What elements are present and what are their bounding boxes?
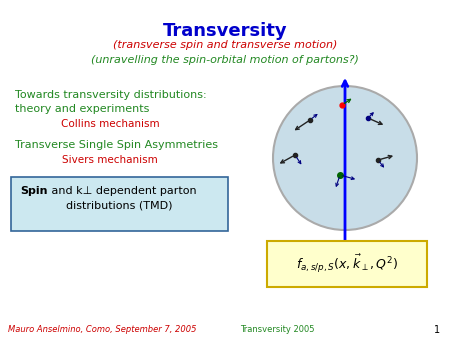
Text: Towards transversity distributions:: Towards transversity distributions: xyxy=(15,90,207,100)
Circle shape xyxy=(273,86,417,230)
Text: 1: 1 xyxy=(434,325,440,335)
FancyBboxPatch shape xyxy=(267,241,427,287)
Text: Transversity 2005: Transversity 2005 xyxy=(240,325,315,334)
FancyBboxPatch shape xyxy=(11,177,228,231)
Text: Collins mechanism: Collins mechanism xyxy=(61,119,159,129)
Text: theory and experiments: theory and experiments xyxy=(15,104,149,114)
Text: distributions (TMD): distributions (TMD) xyxy=(66,200,172,210)
Text: (transverse spin and transverse motion): (transverse spin and transverse motion) xyxy=(113,40,337,50)
Text: (unravelling the spin-orbital motion of partons?): (unravelling the spin-orbital motion of … xyxy=(91,55,359,65)
Text: Transversity: Transversity xyxy=(163,22,287,40)
Text: Sivers mechanism: Sivers mechanism xyxy=(62,155,158,165)
Text: $f_{a,s/p,S}(x,\vec{k}_\perp,Q^2)$: $f_{a,s/p,S}(x,\vec{k}_\perp,Q^2)$ xyxy=(296,253,398,275)
Text: Transverse Single Spin Asymmetries: Transverse Single Spin Asymmetries xyxy=(15,140,218,150)
Text: Spin: Spin xyxy=(20,186,48,196)
Text: and k⊥ dependent parton: and k⊥ dependent parton xyxy=(48,186,197,196)
Text: Mauro Anselmino, Como, September 7, 2005: Mauro Anselmino, Como, September 7, 2005 xyxy=(8,325,197,334)
